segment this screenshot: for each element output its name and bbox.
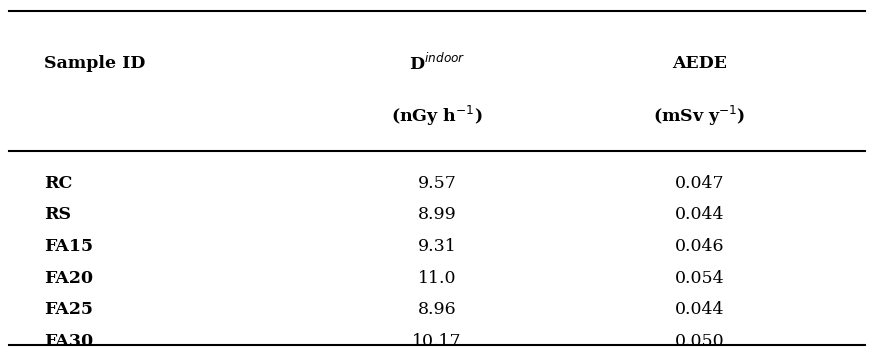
Text: 0.050: 0.050 bbox=[675, 333, 724, 350]
Text: 8.96: 8.96 bbox=[418, 301, 456, 318]
Text: 9.57: 9.57 bbox=[418, 175, 456, 191]
Text: RS: RS bbox=[44, 206, 71, 223]
Text: 0.044: 0.044 bbox=[675, 301, 724, 318]
Text: 0.047: 0.047 bbox=[675, 175, 724, 191]
Text: 11.0: 11.0 bbox=[418, 270, 456, 287]
Text: 0.044: 0.044 bbox=[675, 206, 724, 223]
Text: FA20: FA20 bbox=[44, 270, 93, 287]
Text: 10.17: 10.17 bbox=[413, 333, 461, 350]
Text: (mSv y$^{-1}$): (mSv y$^{-1}$) bbox=[653, 104, 746, 128]
Text: FA15: FA15 bbox=[44, 238, 93, 255]
Text: RC: RC bbox=[44, 175, 72, 191]
Text: 8.99: 8.99 bbox=[418, 206, 456, 223]
Text: AEDE: AEDE bbox=[672, 55, 726, 72]
Text: (nGy h$^{-1}$): (nGy h$^{-1}$) bbox=[392, 104, 482, 128]
Text: 0.054: 0.054 bbox=[675, 270, 724, 287]
Text: 9.31: 9.31 bbox=[418, 238, 456, 255]
Text: 0.046: 0.046 bbox=[675, 238, 724, 255]
Text: D$^{indoor}$: D$^{indoor}$ bbox=[409, 53, 465, 74]
Text: FA30: FA30 bbox=[44, 333, 93, 350]
Text: Sample ID: Sample ID bbox=[44, 55, 145, 72]
Text: FA25: FA25 bbox=[44, 301, 93, 318]
